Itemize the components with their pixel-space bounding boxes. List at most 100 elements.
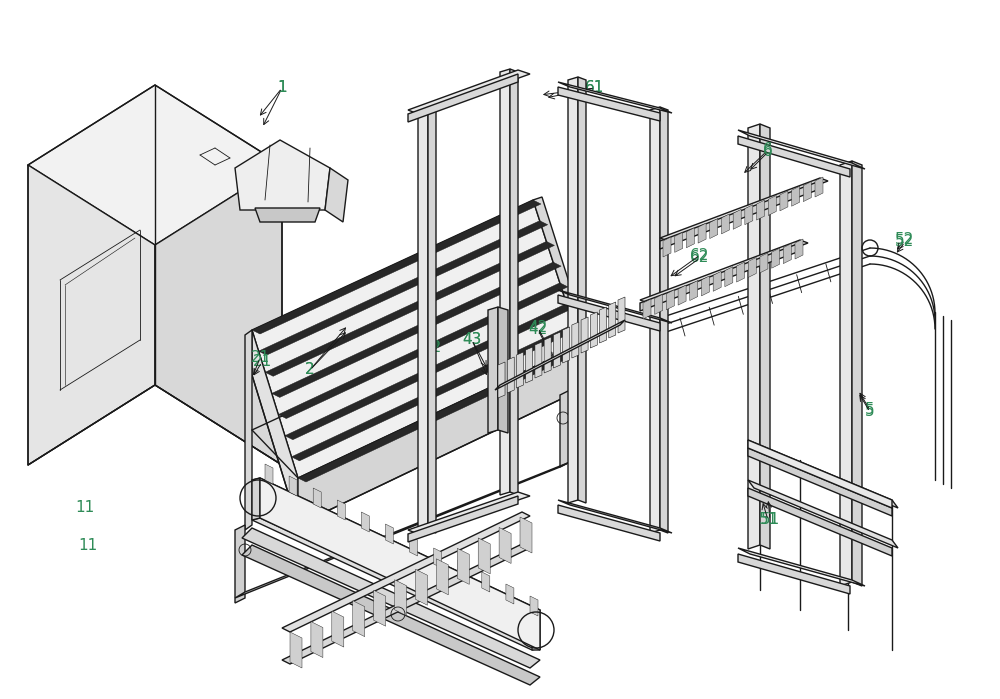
Polygon shape (242, 528, 540, 668)
Polygon shape (563, 327, 570, 363)
Polygon shape (663, 237, 671, 257)
Polygon shape (558, 82, 672, 113)
Polygon shape (395, 579, 407, 616)
Polygon shape (852, 161, 862, 586)
Text: 62: 62 (690, 250, 710, 266)
Polygon shape (434, 548, 442, 568)
Text: 2: 2 (305, 363, 315, 377)
Text: 6: 6 (763, 145, 773, 159)
Polygon shape (252, 200, 541, 334)
Polygon shape (815, 177, 823, 197)
Polygon shape (558, 295, 660, 331)
Polygon shape (748, 448, 892, 516)
Polygon shape (678, 285, 686, 305)
Polygon shape (757, 200, 765, 220)
Text: 1: 1 (277, 80, 287, 96)
Text: 51: 51 (758, 512, 778, 528)
Polygon shape (506, 584, 514, 604)
Polygon shape (650, 107, 660, 533)
Polygon shape (640, 243, 800, 311)
Polygon shape (768, 196, 776, 215)
Polygon shape (544, 337, 551, 373)
Polygon shape (332, 611, 344, 647)
Polygon shape (325, 168, 348, 222)
Polygon shape (738, 554, 850, 594)
Text: 11: 11 (75, 500, 95, 515)
Polygon shape (618, 297, 625, 333)
Text: 1: 1 (277, 80, 287, 96)
Polygon shape (737, 262, 745, 282)
Polygon shape (235, 462, 570, 598)
Polygon shape (738, 136, 850, 177)
Polygon shape (698, 223, 706, 243)
Text: 61: 61 (585, 80, 605, 96)
Polygon shape (278, 283, 568, 419)
Polygon shape (516, 352, 523, 388)
Polygon shape (840, 161, 852, 586)
Polygon shape (748, 488, 892, 556)
Polygon shape (738, 548, 865, 586)
Polygon shape (498, 362, 505, 398)
Polygon shape (655, 294, 663, 315)
Polygon shape (748, 124, 760, 549)
Polygon shape (282, 512, 530, 632)
Text: 12: 12 (422, 340, 442, 356)
Polygon shape (640, 240, 808, 303)
Polygon shape (581, 317, 588, 353)
Polygon shape (235, 525, 245, 603)
Polygon shape (28, 165, 155, 465)
Polygon shape (792, 186, 800, 206)
Polygon shape (675, 232, 683, 252)
Polygon shape (272, 262, 561, 398)
Polygon shape (408, 74, 518, 122)
Polygon shape (738, 130, 865, 169)
Polygon shape (666, 290, 674, 310)
Polygon shape (748, 440, 898, 508)
Text: 43: 43 (462, 333, 482, 347)
Polygon shape (568, 77, 578, 503)
Polygon shape (690, 280, 698, 301)
Polygon shape (282, 544, 530, 664)
Polygon shape (572, 322, 579, 358)
Polygon shape (520, 517, 532, 553)
Polygon shape (660, 107, 668, 533)
Polygon shape (643, 299, 651, 319)
Polygon shape (385, 524, 393, 544)
Polygon shape (745, 205, 753, 224)
Polygon shape (558, 290, 672, 323)
Polygon shape (410, 536, 418, 556)
Text: 61: 61 (585, 80, 605, 96)
Polygon shape (418, 105, 428, 533)
Polygon shape (265, 241, 554, 376)
Polygon shape (748, 440, 892, 508)
Text: 6: 6 (763, 143, 773, 157)
Polygon shape (415, 569, 427, 605)
Polygon shape (526, 347, 533, 383)
Polygon shape (260, 478, 540, 650)
Text: 2: 2 (305, 363, 315, 377)
Polygon shape (374, 590, 386, 626)
Polygon shape (408, 492, 530, 534)
Polygon shape (353, 600, 365, 637)
Polygon shape (660, 178, 828, 241)
Polygon shape (289, 476, 297, 496)
Polygon shape (311, 621, 323, 658)
Polygon shape (408, 70, 530, 114)
Polygon shape (713, 271, 721, 291)
Polygon shape (285, 303, 575, 440)
Polygon shape (600, 307, 607, 343)
Polygon shape (783, 244, 791, 264)
Polygon shape (560, 390, 570, 467)
Polygon shape (780, 191, 788, 211)
Polygon shape (803, 182, 811, 201)
Polygon shape (795, 239, 803, 259)
Polygon shape (361, 512, 369, 532)
Polygon shape (155, 165, 282, 465)
Polygon shape (313, 488, 321, 508)
Polygon shape (530, 596, 538, 616)
Polygon shape (436, 559, 448, 595)
Polygon shape (733, 209, 741, 229)
Polygon shape (533, 197, 588, 345)
Polygon shape (609, 302, 616, 338)
Polygon shape (255, 208, 320, 222)
